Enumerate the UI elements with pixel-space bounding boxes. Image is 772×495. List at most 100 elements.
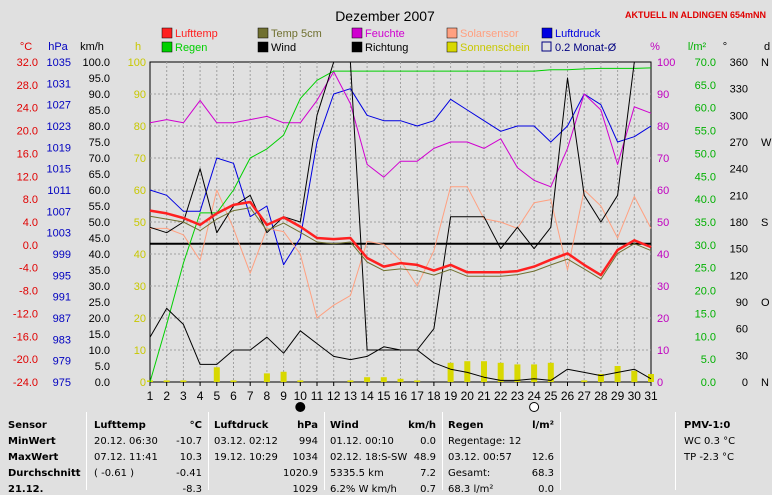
hours-tick-label: 60	[134, 185, 146, 197]
x-tick-label: 3	[180, 389, 187, 403]
rain-tick-label: 70.0	[695, 57, 716, 69]
celsius-tick-label: -8.0	[19, 286, 38, 298]
rain-tick-label: 35.0	[695, 217, 716, 229]
sunshine-bar	[213, 367, 220, 382]
x-tick-label: 29	[611, 389, 625, 403]
rain-tick-label: 60.0	[695, 103, 716, 115]
panel-cell: ( -0.61 )	[94, 468, 135, 479]
hours-tick-label: 10	[134, 345, 146, 357]
grid	[150, 62, 651, 382]
right-axes: 100908070605040302010070.065.060.055.050…	[657, 57, 772, 389]
hours-tick-label: 50	[134, 217, 146, 229]
celsius-tick-label: 8.0	[23, 194, 38, 206]
rain-tick-label: 30.0	[695, 240, 716, 252]
celsius-tick-label: -20.0	[13, 354, 38, 366]
sunshine-bar	[230, 380, 237, 382]
x-tick-label: 31	[644, 389, 658, 403]
sunshine-bar	[481, 361, 487, 382]
sunshine-bar	[180, 380, 187, 382]
sunshine-bar	[514, 364, 521, 382]
percent-tick-label: 100	[657, 57, 675, 69]
sunshine-bar	[531, 364, 538, 382]
panel-cell: 12.6	[531, 452, 554, 463]
sunshine-bar	[263, 373, 270, 382]
percent-tick-label: 20	[657, 313, 669, 325]
x-tick-label: 7	[247, 389, 254, 403]
panel-cell: 1034	[292, 452, 318, 463]
legend: Lufttemp Temp 5cm Feuchte Solarsensor Luftdr…	[161, 27, 617, 54]
sunshine-bar	[347, 380, 354, 382]
celsius-tick-label: 32.0	[17, 57, 38, 69]
panel-head: Lufttemp	[94, 420, 146, 431]
legend-label: Richtung	[365, 42, 408, 54]
panel-cell: 03.12. 00:57	[448, 452, 512, 463]
x-tick-label: 10	[294, 389, 308, 403]
hpa-tick-label: 1011	[47, 185, 71, 197]
direction-tick-label: 90	[736, 297, 748, 309]
kmh-tick-label: 20.0	[89, 313, 110, 325]
axis-units: °C hPa km/h h% l/m² ° d	[20, 41, 770, 53]
panel-divider	[675, 412, 676, 490]
percent-tick-label: 30	[657, 281, 669, 293]
panel-cell: 68.3	[531, 468, 554, 479]
hpa-tick-label: 1015	[47, 164, 71, 176]
legend-label: Solarsensor	[460, 28, 519, 40]
panel-divider	[442, 412, 443, 490]
x-tick-label: 4	[197, 389, 204, 403]
panel-cell: -0.41	[176, 468, 202, 479]
kmh-tick-label: 60.0	[89, 185, 110, 197]
percent-tick-label: 0	[657, 377, 663, 389]
panel-cell: 994	[298, 436, 318, 447]
x-tick-label: 15	[377, 389, 391, 403]
panel-row-label: MinWert	[8, 436, 56, 447]
legend-swatch	[446, 41, 458, 53]
rain-tick-label: 5.0	[701, 354, 716, 366]
rain-tick-label: 25.0	[695, 263, 716, 275]
direction-tick-label: 0	[742, 377, 748, 389]
legend-label: Feuchte	[365, 28, 405, 40]
legend-swatch	[351, 27, 363, 39]
rain-tick-label: 55.0	[695, 126, 716, 138]
hpa-tick-label: 1007	[47, 206, 71, 218]
panel-divider	[208, 412, 209, 490]
axis-unit-label: l/m²	[688, 41, 707, 53]
panel-divider	[86, 412, 87, 490]
kmh-tick-label: 50.0	[89, 217, 110, 229]
x-tick-label: 11	[311, 389, 324, 403]
direction-tick-label: 180	[730, 217, 748, 229]
series-line-wind	[149, 307, 652, 381]
sunshine-bar	[364, 377, 371, 382]
legend-swatch	[446, 27, 458, 39]
axis-unit-label: d	[764, 41, 770, 53]
legend-label: Sonnenschein	[460, 42, 530, 54]
sunshine-bar	[380, 377, 387, 382]
x-tick-label: 2	[163, 389, 170, 403]
kmh-tick-label: 85.0	[89, 105, 110, 117]
hpa-tick-label: 1023	[47, 121, 71, 133]
new-moon-icon	[295, 402, 306, 412]
legend-swatch	[541, 27, 553, 39]
direction-tick-label: 210	[730, 190, 748, 202]
series-line-feuchte	[149, 71, 652, 188]
compass-label: N	[761, 377, 769, 389]
hpa-tick-label: 995	[53, 270, 71, 282]
panel-cell: 07.12. 11:41	[94, 452, 158, 463]
panel-cell: 0.0	[420, 436, 436, 447]
sunshine-bar	[397, 378, 404, 382]
kmh-tick-label: 40.0	[89, 249, 110, 261]
x-tick-label: 24	[527, 389, 541, 403]
kmh-tick-label: 70.0	[89, 153, 110, 165]
panel-head: PMV-1:0	[684, 420, 731, 431]
legend-swatch	[351, 41, 363, 53]
rain-tick-label: 45.0	[695, 171, 716, 183]
rain-tick-label: 0.0	[701, 377, 716, 389]
x-tick-label: 14	[360, 389, 374, 403]
direction-tick-label: 240	[730, 164, 748, 176]
weather-chart: Dezember 2007 AKTUELL IN ALDINGEN 654mNN…	[12, 8, 772, 412]
direction-tick-label: 270	[730, 137, 748, 149]
direction-tick-label: 60	[736, 324, 748, 336]
panel-unit: °C	[189, 420, 202, 431]
percent-tick-label: 50	[657, 217, 669, 229]
celsius-tick-label: 12.0	[17, 171, 38, 183]
panel-cell: Gesamt:	[448, 468, 491, 479]
